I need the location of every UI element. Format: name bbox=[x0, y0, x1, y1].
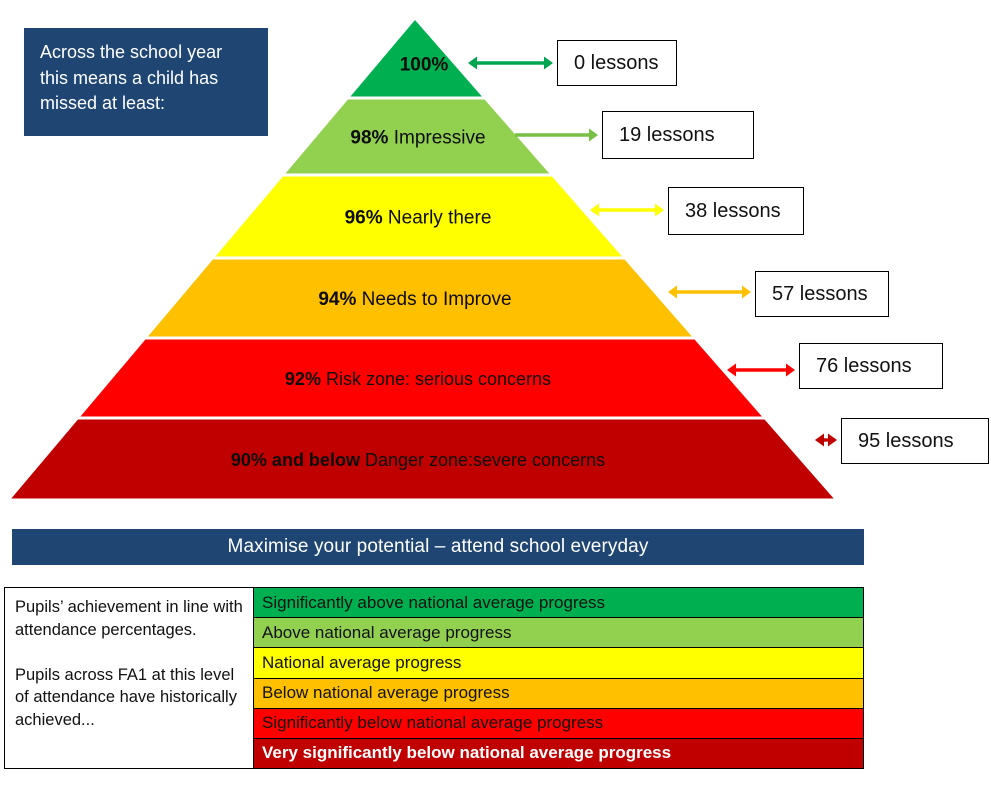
lessons-missed-callout: 76 lessons bbox=[799, 343, 943, 389]
lessons-missed-callout: 57 lessons bbox=[755, 271, 889, 317]
tier-percentage: 100% bbox=[400, 54, 449, 75]
legend-rows: Significantly above national average pro… bbox=[254, 587, 864, 769]
callout-arrow bbox=[515, 128, 598, 142]
legend-row-label: National average progress bbox=[262, 652, 462, 672]
lessons-missed-callout: 95 lessons bbox=[841, 418, 989, 464]
pyramid-tier-label: 92% Risk zone: serious concerns bbox=[285, 369, 551, 389]
motivation-banner: Maximise your potential – attend school … bbox=[12, 529, 864, 565]
legend-row: Significantly below national average pro… bbox=[254, 708, 863, 739]
pyramid-tier-label: 98% Impressive bbox=[350, 128, 485, 149]
tier-description: Needs to Improve bbox=[356, 289, 511, 310]
tier-description: Nearly there bbox=[383, 208, 492, 229]
legend-row: Very significantly below national averag… bbox=[254, 738, 863, 769]
attendance-pyramid: 100% 98% Impressive 96% Nearly there 94% Ne… bbox=[11, 20, 834, 499]
pyramid-tier bbox=[350, 20, 482, 97]
banner-text: Maximise your potential – attend school … bbox=[227, 536, 649, 557]
legend-row-label: Below national average progress bbox=[262, 683, 510, 703]
lessons-missed-label: 57 lessons bbox=[772, 282, 868, 305]
tier-description: Risk zone: serious concerns bbox=[321, 369, 551, 389]
tier-percentage: 94% bbox=[318, 289, 356, 310]
legend-row: National average progress bbox=[254, 648, 863, 679]
legend-row-label: Above national average progress bbox=[262, 622, 512, 642]
pyramid-tier bbox=[80, 339, 762, 417]
pyramid-tier-label: 100% bbox=[400, 54, 449, 75]
callout-arrow bbox=[468, 56, 553, 70]
callout-arrow bbox=[668, 285, 751, 299]
lessons-missed-callout: 19 lessons bbox=[602, 111, 754, 159]
legend-row: Below national average progress bbox=[254, 678, 863, 709]
legend-row: Significantly above national average pro… bbox=[254, 588, 863, 619]
lessons-missed-label: 0 lessons bbox=[574, 51, 659, 74]
callout-arrow bbox=[590, 203, 664, 217]
legend-note-cell: Pupils’ achievement in line with attenda… bbox=[4, 587, 254, 769]
callout-arrow bbox=[727, 363, 795, 377]
tier-percentage: 96% bbox=[345, 208, 383, 229]
legend-row-label: Significantly above national average pro… bbox=[262, 592, 606, 612]
tier-description: Danger zone:severe concerns bbox=[360, 450, 605, 470]
lessons-missed-label: 38 lessons bbox=[685, 199, 781, 222]
intro-text: Across the school year this means a chil… bbox=[40, 42, 223, 114]
pyramid-tier-label: 94% Needs to Improve bbox=[318, 289, 511, 310]
pyramid-tier-label: 96% Nearly there bbox=[345, 208, 492, 229]
pyramid-tier-label: 90% and below Danger zone:severe concern… bbox=[231, 450, 605, 470]
legend-row-label: Very significantly below national averag… bbox=[262, 743, 672, 763]
lessons-missed-label: 95 lessons bbox=[858, 429, 954, 452]
tier-percentage: 98% bbox=[350, 128, 388, 149]
lessons-missed-callout: 0 lessons bbox=[557, 40, 677, 86]
pyramid-tier bbox=[147, 259, 692, 337]
intro-callout-box: Across the school year this means a chil… bbox=[24, 28, 268, 136]
tier-percentage: 90% and below bbox=[231, 450, 361, 470]
callout-arrow bbox=[815, 433, 837, 447]
tier-percentage: 92% bbox=[285, 369, 321, 389]
lessons-missed-label: 76 lessons bbox=[816, 354, 912, 377]
lessons-missed-callout: 38 lessons bbox=[668, 187, 804, 235]
pyramid-tier bbox=[215, 176, 622, 257]
legend-row: Above national average progress bbox=[254, 618, 863, 649]
lessons-missed-label: 19 lessons bbox=[619, 123, 715, 146]
pyramid-tier bbox=[11, 419, 834, 499]
tier-description: Impressive bbox=[388, 128, 485, 149]
pyramid-tier bbox=[285, 99, 550, 174]
legend-row-label: Significantly below national average pro… bbox=[262, 713, 604, 733]
progress-legend-table: Pupils’ achievement in line with attenda… bbox=[4, 587, 864, 769]
